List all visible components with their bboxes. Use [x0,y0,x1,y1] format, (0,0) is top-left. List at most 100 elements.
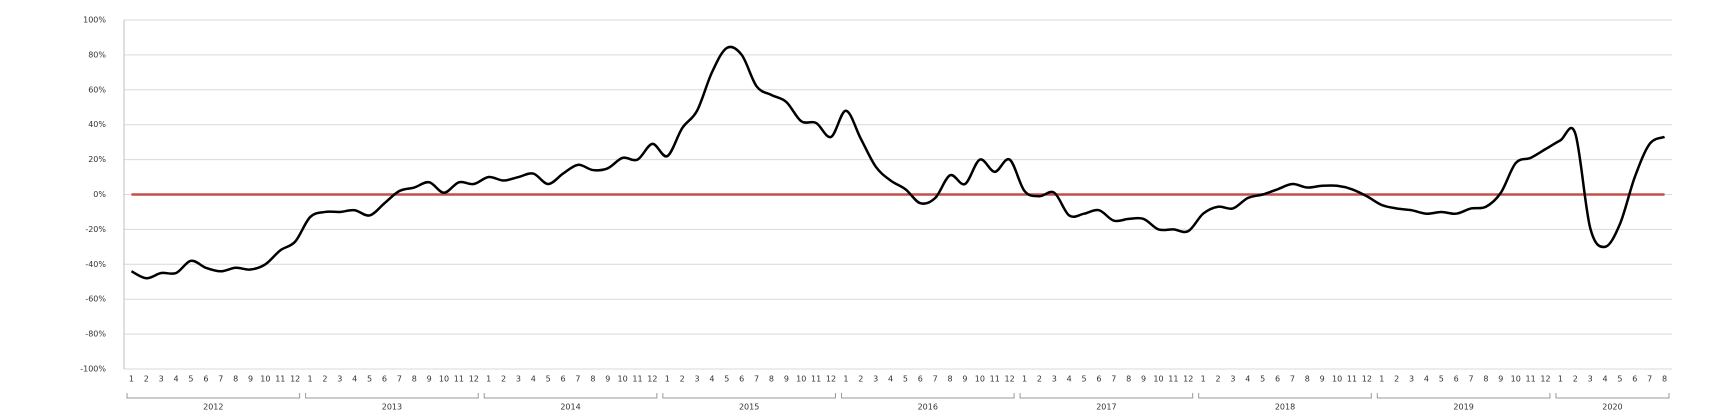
x-tick-label: 2 [1037,375,1042,384]
x-tick-label: 10 [1511,375,1521,384]
x-tick-label: 11 [1168,375,1178,384]
x-tick-label: 11 [811,375,821,384]
y-tick-label: -40% [85,260,106,269]
x-tick-label: 9 [248,375,253,384]
x-tick-label: 5 [724,375,729,384]
x-tick-label: 5 [903,375,908,384]
y-tick-label: 0% [93,190,106,199]
x-tick-label: 6 [1454,375,1459,384]
x-tick-label: 7 [397,375,402,384]
x-group-label: 2014 [560,403,580,412]
x-tick-label: 3 [1409,375,1414,384]
x-tick-label: 8 [1662,375,1667,384]
y-tick-label: -60% [85,295,106,304]
group-bracket [305,393,479,399]
x-tick-label: 7 [1290,375,1295,384]
x-tick-label: 4 [709,375,714,384]
x-tick-label: 7 [933,375,938,384]
group-bracket [840,393,1015,399]
x-tick-label: 1 [1022,375,1027,384]
x-tick-label: 1 [1379,375,1384,384]
x-tick-label: 2 [1573,375,1578,384]
x-tick-label: 4 [1245,375,1250,384]
x-tick-label: 12 [469,375,479,384]
x-tick-label: 1 [665,375,670,384]
group-bracket [1019,393,1194,399]
x-tick-label: 8 [590,375,595,384]
x-tick-label: 3 [873,375,878,384]
x-tick-label: 4 [1602,375,1607,384]
x-tick-label: 5 [1260,375,1265,384]
x-group-label: 2015 [739,403,759,412]
x-tick-label: 4 [1424,375,1429,384]
x-tick-label: 3 [1230,375,1235,384]
x-tick-label: 8 [1305,375,1310,384]
x-tick-label: 4 [352,375,357,384]
x-tick-label: 2 [680,375,685,384]
x-tick-label: 8 [1126,375,1131,384]
x-tick-label: 1 [843,375,848,384]
x-tick-label: 5 [188,375,193,384]
x-tick-label: 4 [174,375,179,384]
y-tick-label: -20% [85,225,106,234]
x-group-label: 2018 [1275,403,1295,412]
x-tick-label: 4 [1067,375,1072,384]
x-tick-label: 5 [367,375,372,384]
y-tick-label: 20% [88,155,106,164]
x-tick-label: 3 [516,375,521,384]
x-tick-label: 12 [1005,375,1015,384]
x-tick-label: 5 [1082,375,1087,384]
x-group-label: 2020 [1602,403,1622,412]
x-group-label: 2012 [203,403,223,412]
x-tick-label: 2 [322,375,327,384]
x-tick-label: 12 [1540,375,1550,384]
x-tick-label: 7 [575,375,580,384]
x-tick-label: 9 [427,375,432,384]
x-tick-label: 2 [501,375,506,384]
x-group-label: 2019 [1453,403,1473,412]
x-tick-label: 11 [990,375,1000,384]
x-tick-label: 1 [129,375,134,384]
x-tick-label: 8 [233,375,238,384]
x-tick-label: 10 [260,375,270,384]
x-tick-label: 6 [1096,375,1101,384]
x-tick-label: 8 [769,375,774,384]
group-bracket [1198,393,1372,399]
x-tick-label: 1 [486,375,491,384]
x-tick-label: 5 [1439,375,1444,384]
x-tick-label: 3 [337,375,342,384]
x-tick-label: 12 [290,375,300,384]
group-bracket [126,393,301,399]
x-tick-label: 6 [1275,375,1280,384]
x-tick-label: 3 [159,375,164,384]
y-tick-label: -80% [85,330,106,339]
x-tick-label: 1 [1201,375,1206,384]
x-tick-label: 11 [275,375,285,384]
x-tick-label: 5 [546,375,551,384]
x-tick-label: 11 [1347,375,1357,384]
y-tick-label: 100% [83,16,106,25]
x-tick-label: 1 [1558,375,1563,384]
y-tick-label: 80% [88,50,106,59]
x-tick-label: 12 [1183,375,1193,384]
group-bracket [483,393,658,399]
x-tick-label: 12 [1362,375,1372,384]
y-tick-label: -100% [80,365,106,374]
x-tick-label: 4 [531,375,536,384]
x-tick-label: 10 [1332,375,1342,384]
x-tick-label: 2 [144,375,149,384]
x-tick-label: 8 [1483,375,1488,384]
x-tick-label: 7 [754,375,759,384]
x-tick-label: 9 [962,375,967,384]
x-tick-label: 8 [948,375,953,384]
x-tick-label: 9 [605,375,610,384]
x-tick-label: 3 [1052,375,1057,384]
x-tick-label: 1 [308,375,313,384]
x-tick-label: 4 [888,375,893,384]
x-tick-label: 10 [1153,375,1163,384]
x-tick-label: 9 [1141,375,1146,384]
x-group-label: 2016 [918,403,938,412]
x-tick-label: 9 [784,375,789,384]
data-line [130,45,1666,280]
